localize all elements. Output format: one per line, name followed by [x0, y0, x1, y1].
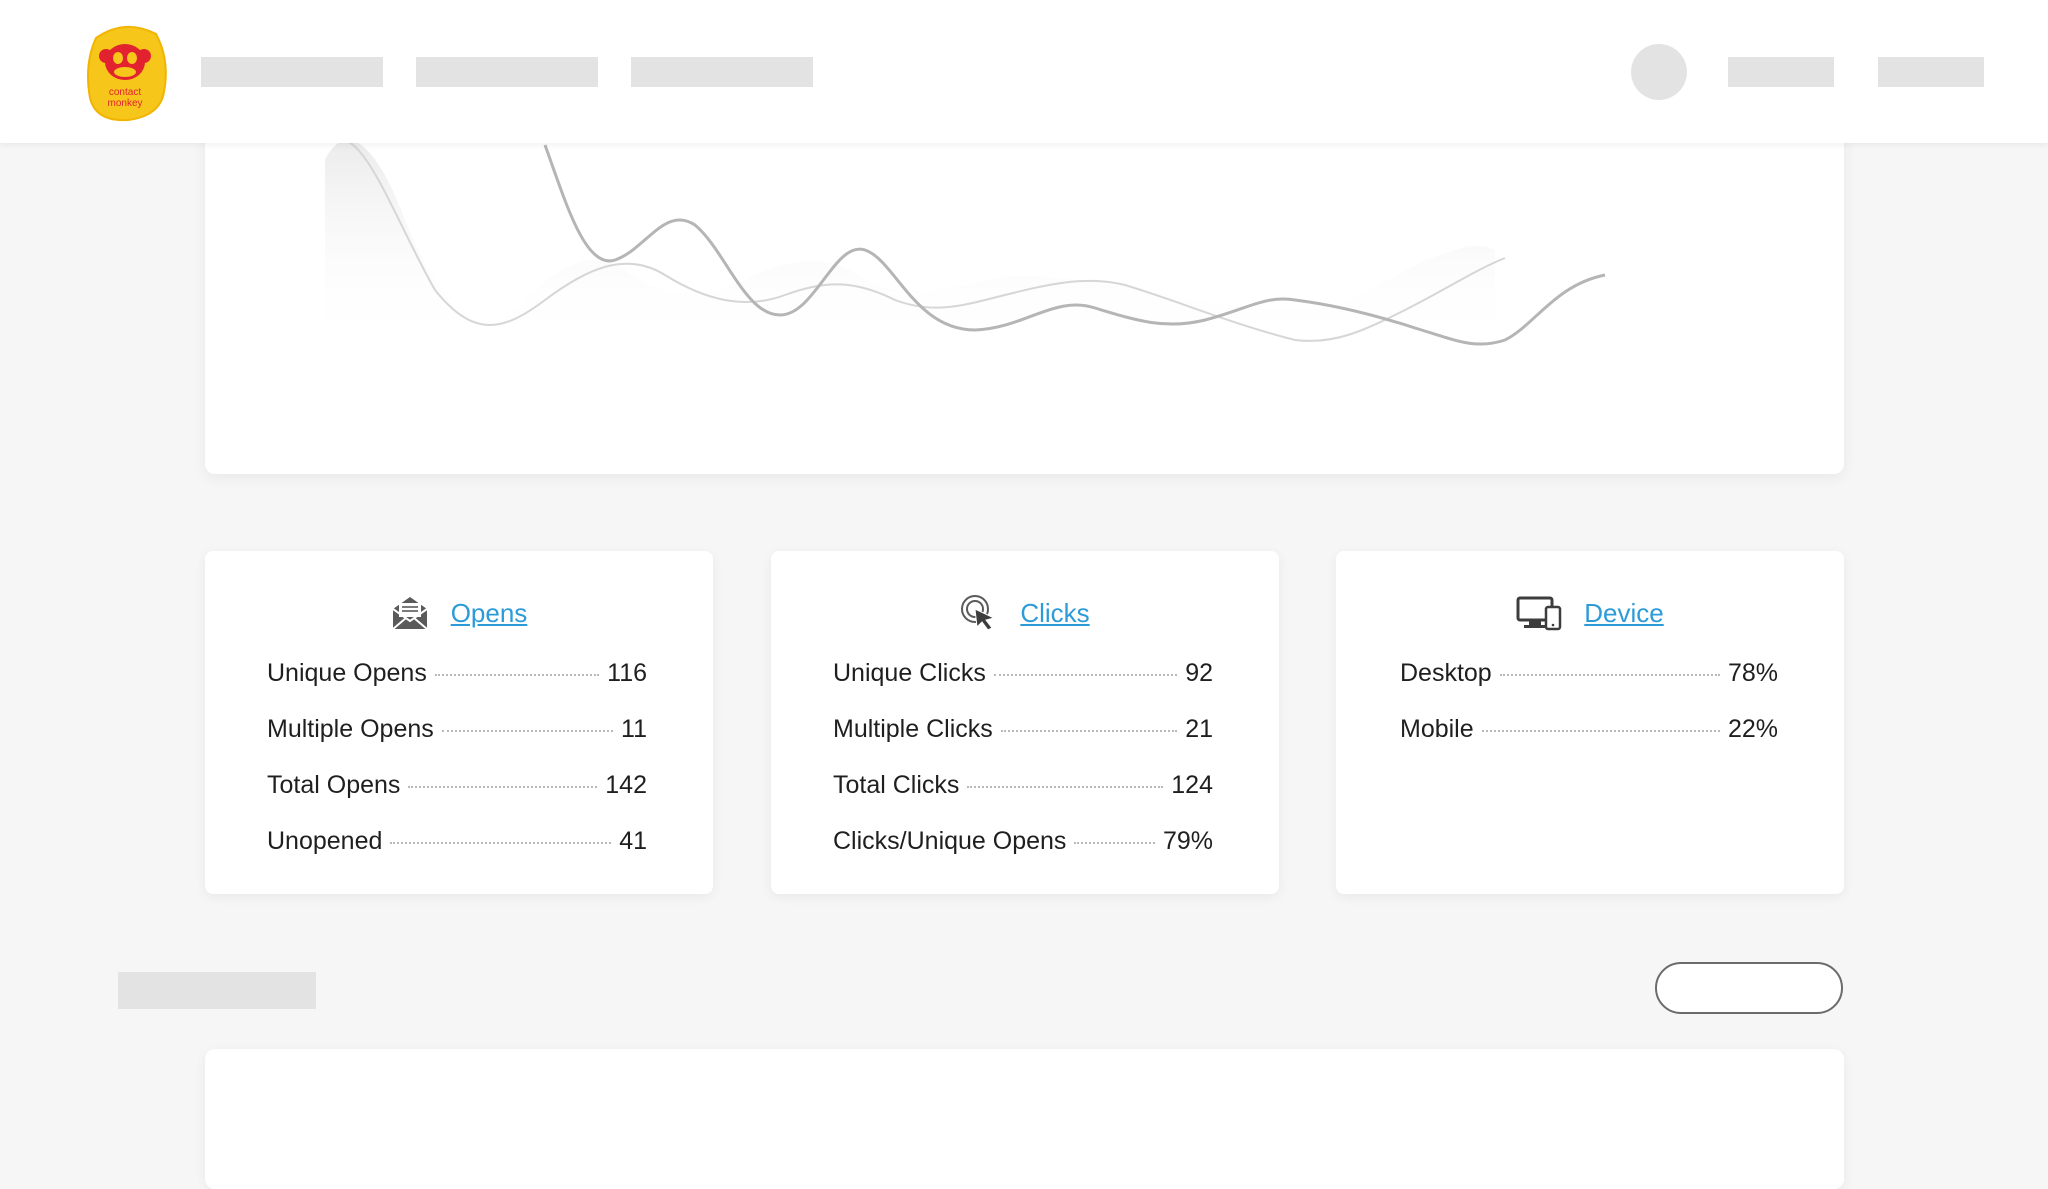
engagement-line-chart	[325, 138, 1606, 350]
stat-value: 21	[1185, 715, 1213, 743]
nav-item-placeholder-3[interactable]	[631, 57, 813, 87]
nav-item-placeholder-2[interactable]	[416, 57, 598, 87]
stat-row: Unique Opens 116	[267, 659, 647, 715]
top-header: contact monkey	[0, 0, 2048, 143]
dotted-leader	[434, 674, 600, 676]
dotted-leader	[390, 842, 612, 844]
dotted-leader	[1499, 674, 1720, 676]
stat-row: Unique Clicks 92	[833, 659, 1213, 715]
cursor-click-icon	[961, 595, 996, 631]
stat-row: Multiple Opens 11	[267, 715, 647, 771]
stat-row: Clicks/Unique Opens 79%	[833, 827, 1213, 883]
devices-icon	[1516, 596, 1562, 631]
stat-row: Total Clicks 124	[833, 771, 1213, 827]
dotted-leader	[1000, 730, 1178, 732]
dotted-leader	[967, 786, 1164, 788]
logo-text-1: contact	[109, 87, 141, 98]
device-link[interactable]: Device	[1584, 597, 1664, 628]
stat-value: 41	[619, 827, 647, 855]
stat-row: Total Opens 142	[267, 771, 647, 827]
contact-monkey-logo[interactable]: contact monkey	[82, 20, 168, 124]
stat-label: Multiple Opens	[267, 715, 434, 743]
device-stats-list: Desktop 78% Mobile 22%	[1400, 659, 1778, 771]
stat-value: 22%	[1727, 715, 1778, 743]
stat-label: Total Clicks	[833, 771, 960, 799]
monkey-logo-icon: contact monkey	[87, 25, 167, 122]
stat-value: 78%	[1727, 659, 1778, 687]
stat-label: Mobile	[1400, 715, 1474, 743]
stat-value: 79%	[1162, 827, 1213, 855]
envelope-open-icon	[392, 597, 428, 630]
stat-value: 142	[605, 771, 647, 799]
svg-text:contact: contact	[109, 87, 141, 98]
stat-label: Unopened	[267, 827, 383, 855]
dotted-leader	[408, 786, 598, 788]
chart-series-secondary	[334, 138, 1506, 342]
stat-label: Multiple Clicks	[833, 715, 993, 743]
device-card: Device Desktop 78% Mobile 22%	[1336, 551, 1844, 894]
stat-label: Desktop	[1400, 659, 1492, 687]
clicks-link[interactable]: Clicks	[1020, 597, 1090, 628]
stat-row: Mobile 22%	[1400, 715, 1778, 771]
opens-link[interactable]: Opens	[450, 597, 528, 628]
stat-value: 124	[1171, 771, 1213, 799]
opens-stats-list: Unique Opens 116 Multiple Opens 11 Total O…	[267, 659, 647, 883]
stat-row: Multiple Clicks 21	[833, 715, 1213, 771]
header-link-placeholder-2[interactable]	[1878, 57, 1984, 87]
opens-card: Opens Unique Opens 116 Multiple Opens 11 T…	[205, 551, 713, 894]
stat-row: Unopened 41	[267, 827, 647, 883]
chart-area-fill	[325, 140, 1495, 350]
bottom-content-card	[205, 1049, 1844, 1189]
dotted-leader	[1074, 842, 1155, 844]
stat-value: 116	[607, 659, 647, 687]
stat-label: Clicks/Unique Opens	[833, 827, 1067, 855]
stat-value: 11	[621, 715, 647, 743]
stat-value: 92	[1185, 659, 1213, 687]
header-link-placeholder-1[interactable]	[1728, 57, 1834, 87]
stat-row: Desktop 78%	[1400, 659, 1778, 715]
logo-text-2: monkey	[107, 98, 142, 109]
stat-label: Total Opens	[267, 771, 401, 799]
user-avatar[interactable]	[1631, 44, 1687, 100]
clicks-stats-list: Unique Clicks 92 Multiple Clicks 21 Total …	[833, 659, 1213, 883]
clicks-card: Clicks Unique Clicks 92 Multiple Clicks 21…	[771, 551, 1279, 894]
nav-item-placeholder-1[interactable]	[201, 57, 383, 87]
section-title-placeholder	[118, 972, 316, 1009]
dotted-leader	[993, 674, 1178, 676]
chart-series-primary	[543, 144, 1606, 346]
dotted-leader	[441, 730, 614, 732]
section-action-button[interactable]	[1655, 962, 1843, 1014]
svg-text:monkey: monkey	[107, 98, 142, 109]
engagement-chart-card	[205, 100, 1844, 474]
stat-label: Unique Clicks	[833, 659, 986, 687]
stat-label: Unique Opens	[267, 659, 427, 687]
dotted-leader	[1481, 730, 1720, 732]
